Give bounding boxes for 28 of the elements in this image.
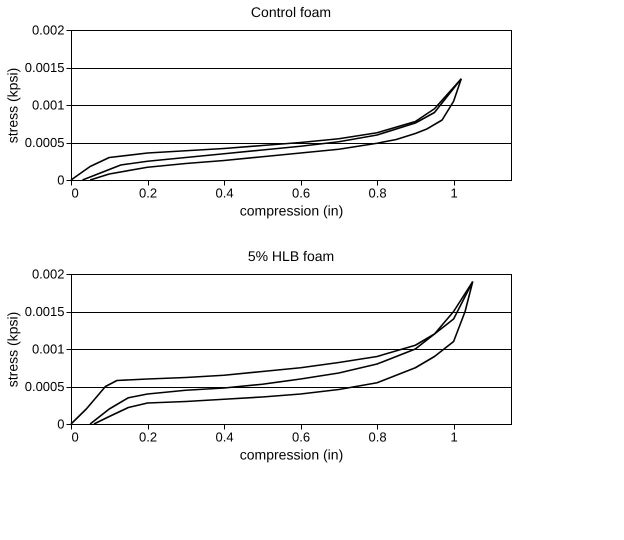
x-tick-label: 0.8 (368, 430, 387, 444)
y-axis-title: stress (kpsi) (4, 312, 21, 388)
x-tick-label: 0.4 (216, 430, 234, 444)
x-tick-label: 0.8 (368, 186, 387, 200)
x-tick-label: 0.6 (292, 186, 310, 200)
y-tick-label: 0.001 (32, 98, 64, 112)
y-tick-label: 0 (57, 172, 64, 188)
chart-title: Control foam (250, 4, 332, 20)
y-tick-label: 0.002 (32, 22, 64, 38)
y-tick-label: 0.0015 (24, 60, 64, 75)
y-axis-title: stress (kpsi) (4, 68, 21, 144)
x-tick-label: 0.6 (292, 430, 310, 444)
x-tick-label: 0 (72, 186, 79, 200)
y-tick-label: 0 (57, 416, 64, 432)
x-tick-label: 1 (450, 430, 458, 444)
x-axis-title: compression (in) (240, 202, 344, 218)
y-tick-label: 0.0005 (24, 379, 64, 394)
x-tick-label: 0.2 (138, 430, 158, 444)
x-tick-label: 0 (72, 430, 79, 444)
y-tick-label: 0.0005 (24, 135, 64, 150)
x-axis-title: compression (in) (240, 446, 344, 462)
y-tick-label: 0.002 (32, 266, 64, 282)
y-tick-label: 0.0015 (24, 304, 64, 319)
x-tick-label: 0.2 (138, 186, 158, 200)
x-tick-label: 0.4 (216, 186, 234, 200)
chart-title: 5% HLB foam (248, 248, 334, 264)
x-tick-label: 1 (450, 186, 458, 200)
y-tick-label: 0.001 (32, 342, 64, 356)
